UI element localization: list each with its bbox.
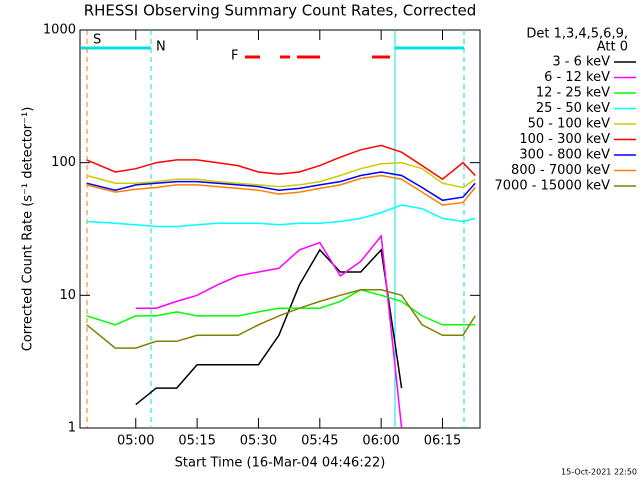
x-tick-label: 06:15 bbox=[424, 434, 461, 449]
legend-label: 50 - 100 keV bbox=[528, 117, 611, 132]
annotation: S bbox=[93, 33, 101, 48]
y-axis-label: Corrected Count Rate (s⁻¹ detector⁻¹) bbox=[21, 107, 36, 352]
legend-label: 3 - 6 keV bbox=[552, 55, 610, 70]
annotation: F bbox=[231, 49, 238, 64]
series-line bbox=[86, 289, 476, 349]
series-line bbox=[86, 171, 476, 202]
series-line bbox=[86, 288, 476, 326]
series-layer bbox=[86, 144, 476, 429]
y-tick-label: 1000 bbox=[43, 23, 76, 38]
legend-header: Det 1,3,4,5,6,9, bbox=[526, 27, 628, 42]
plot-frame bbox=[79, 29, 481, 429]
series-line bbox=[135, 234, 403, 429]
series-line bbox=[86, 204, 476, 228]
series-line bbox=[135, 248, 403, 406]
annotation: N bbox=[156, 40, 166, 55]
chart-title: RHESSI Observing Summary Count Rates, Co… bbox=[84, 2, 477, 20]
x-axis-label: Start Time (16-Mar-04 04:46:22) bbox=[175, 456, 386, 471]
legend-label: 12 - 25 keV bbox=[536, 86, 610, 101]
series-line bbox=[86, 161, 476, 189]
legend-label: 800 - 7000 keV bbox=[511, 163, 610, 178]
y-tick-label: 100 bbox=[51, 155, 76, 170]
legend-header: Att 0 bbox=[597, 40, 628, 55]
series-line bbox=[86, 174, 476, 206]
legend-label: 7000 - 15000 keV bbox=[495, 179, 611, 194]
x-tick-label: 05:00 bbox=[117, 434, 154, 449]
series-line bbox=[86, 144, 476, 181]
x-tick-label: 05:15 bbox=[178, 434, 215, 449]
legend-label: 300 - 800 keV bbox=[519, 148, 610, 163]
timestamp: 15-Oct-2021 22:50 bbox=[561, 468, 637, 477]
x-tick-label: 05:30 bbox=[240, 434, 277, 449]
legend-label: 6 - 12 keV bbox=[544, 70, 610, 85]
legend-label: 25 - 50 keV bbox=[536, 101, 610, 116]
x-tick-label: 05:45 bbox=[301, 434, 338, 449]
x-tick-label: 06:00 bbox=[362, 434, 399, 449]
y-tick-label: 1 bbox=[68, 421, 76, 436]
legend-label: 100 - 300 keV bbox=[519, 132, 610, 147]
y-tick-label: 10 bbox=[59, 288, 76, 303]
